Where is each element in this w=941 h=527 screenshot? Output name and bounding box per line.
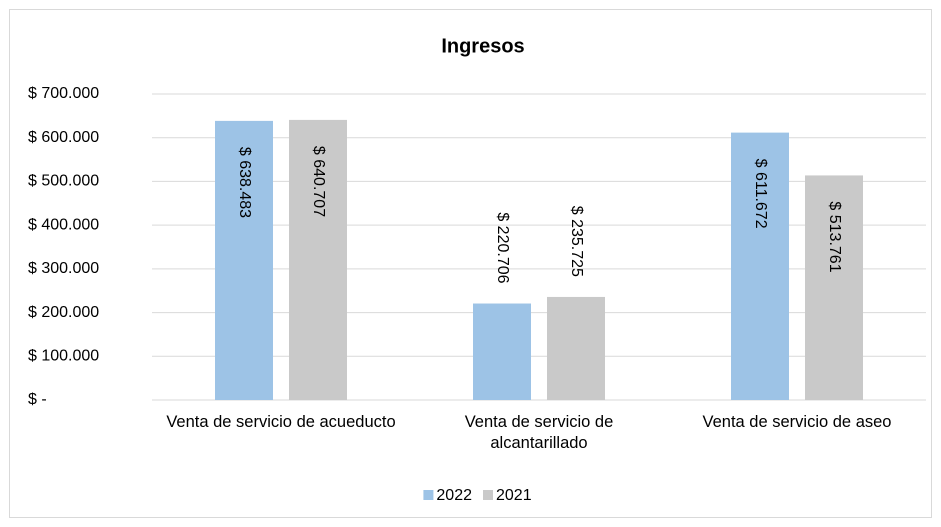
y-tick-label: $ 500.000 bbox=[28, 173, 99, 190]
x-tick-label: Venta de servicio de alcantarillado bbox=[464, 413, 614, 452]
y-tick-label: $ 100.000 bbox=[28, 348, 99, 365]
bar bbox=[731, 132, 789, 401]
x-tick-label: Venta de servicio de acueducto bbox=[166, 413, 396, 431]
legend-swatch bbox=[423, 490, 434, 500]
data-label: $ 235.725 bbox=[568, 206, 585, 277]
bar bbox=[215, 120, 273, 400]
y-tick-label: $ 700.000 bbox=[28, 85, 99, 102]
data-label: $ 220.706 bbox=[494, 212, 511, 283]
y-tick-label: $ 400.000 bbox=[28, 216, 99, 233]
data-label: $ 640.707 bbox=[310, 146, 327, 217]
bar bbox=[805, 175, 863, 400]
data-label: $ 513.761 bbox=[826, 201, 843, 272]
data-label: $ 638.483 bbox=[236, 147, 253, 218]
legend-label: 2022 bbox=[436, 487, 472, 504]
chart-title: Ingresos bbox=[441, 35, 524, 57]
bar bbox=[547, 296, 605, 400]
y-tick-label: $ 600.000 bbox=[28, 129, 99, 146]
bar bbox=[289, 119, 347, 401]
y-tick-label: $ - bbox=[28, 391, 47, 408]
legend-label: 2021 bbox=[496, 487, 532, 504]
legend-swatch bbox=[483, 490, 493, 500]
y-tick-label: $ 300.000 bbox=[28, 260, 99, 277]
x-tick-label: Venta de servicio de aseo bbox=[702, 413, 892, 431]
data-label: $ 611.672 bbox=[752, 159, 769, 229]
y-tick-label: $ 200.000 bbox=[28, 304, 99, 321]
bar bbox=[473, 303, 531, 400]
